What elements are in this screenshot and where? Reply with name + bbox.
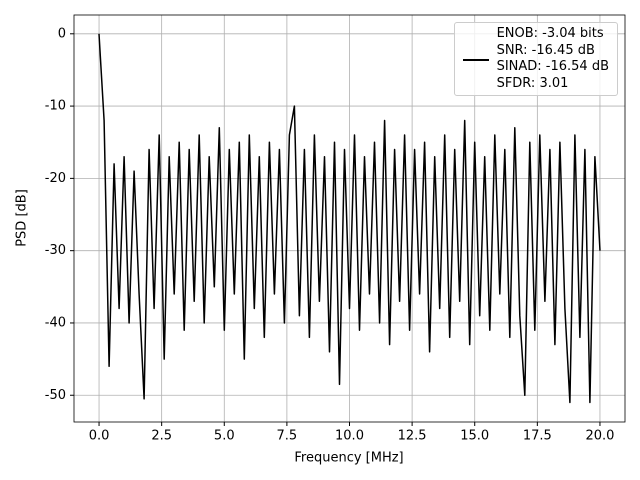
x-axis-label: Frequency [MHz]: [294, 451, 403, 466]
x-tick-label: 12.5: [398, 429, 427, 444]
legend: ENOB: -3.04 bits SNR: -16.45 dB SINAD: -…: [453, 22, 618, 96]
y-tick-label: -30: [45, 243, 66, 258]
x-tick-label: 2.5: [151, 429, 172, 444]
y-axis-label: PSD [dB]: [15, 189, 30, 247]
y-tick-label: -40: [45, 315, 66, 330]
y-tick-label: 0: [58, 26, 66, 41]
x-tick-label: 10.0: [335, 429, 364, 444]
x-tick-label: 5.0: [214, 429, 235, 444]
x-tick-label: 20.0: [585, 429, 614, 444]
x-tick-label: 15.0: [460, 429, 489, 444]
legend-swatch: [462, 59, 489, 61]
x-tick-label: 17.5: [523, 429, 552, 444]
y-tick-label: -10: [45, 99, 66, 114]
series-line: [98, 33, 601, 404]
x-tick-label: 7.5: [277, 429, 298, 444]
legend-label: ENOB: -3.04 bits SNR: -16.45 dB SINAD: -…: [496, 26, 609, 91]
x-tick-label: 0.0: [89, 429, 110, 444]
plot-frame: [73, 14, 626, 423]
y-tick-label: -20: [45, 171, 66, 186]
y-tick-label: -50: [45, 388, 66, 403]
